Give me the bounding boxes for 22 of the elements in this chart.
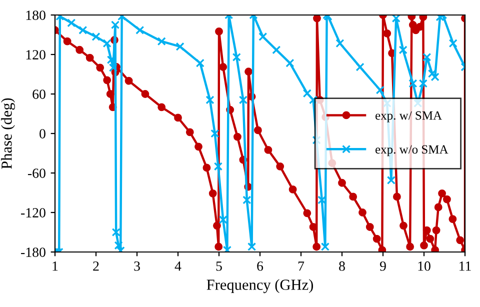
x-tick-label: 9 bbox=[380, 261, 386, 271]
x-tick-label: 8 bbox=[339, 261, 345, 271]
y-axis-title: Phase (deg) bbox=[1, 98, 15, 169]
x-tick-label: 3 bbox=[134, 261, 140, 271]
y-tick-label: -60 bbox=[28, 168, 46, 178]
y-tick-label: 0 bbox=[40, 129, 46, 138]
legend-label: exp. w/o SMA bbox=[376, 145, 448, 156]
x-tick-label: 7 bbox=[298, 262, 304, 271]
x-tick-label: 6 bbox=[257, 261, 264, 271]
y-tick-label: -180 bbox=[21, 248, 46, 257]
x-axis-title: Frequency (GHz) bbox=[206, 279, 313, 294]
y-tick-label: -120 bbox=[21, 208, 46, 218]
x-tick-label: 11 bbox=[460, 261, 471, 271]
legend-label: exp. w/ SMA bbox=[376, 111, 442, 122]
y-tick-label: 180 bbox=[26, 10, 46, 20]
x-tick-label: 1 bbox=[52, 261, 58, 271]
y-tick-label: 60 bbox=[32, 90, 46, 99]
x-tick-label: 2 bbox=[93, 261, 99, 271]
x-tick-label: 10 bbox=[418, 261, 430, 271]
x-tick-label: 4 bbox=[174, 262, 182, 271]
y-tick-label: 120 bbox=[26, 50, 46, 60]
x-tick-label: 5 bbox=[216, 262, 222, 271]
